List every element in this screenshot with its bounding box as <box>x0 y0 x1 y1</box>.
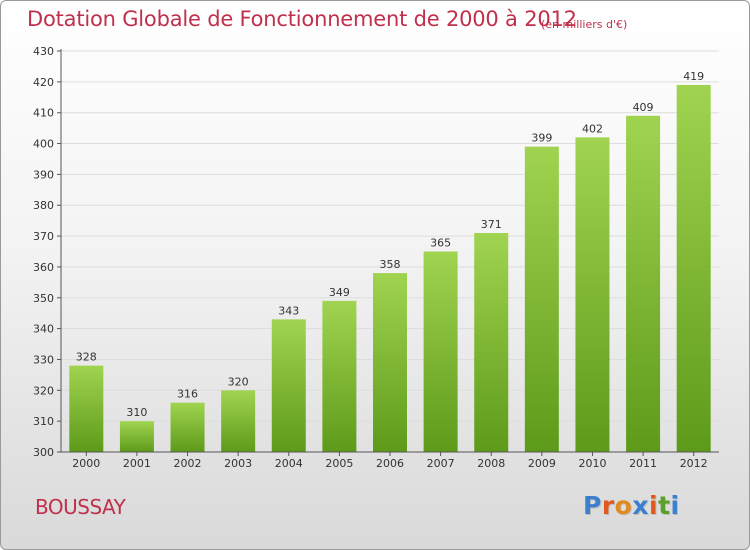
x-tick-label: 2011 <box>629 457 657 470</box>
data-label: 343 <box>278 304 299 317</box>
data-label: 371 <box>481 218 502 231</box>
data-label: 399 <box>531 132 552 145</box>
bar-2005 <box>322 300 357 452</box>
x-tick-label: 2004 <box>275 457 303 470</box>
y-tick-label: 380 <box>33 199 54 212</box>
x-tick-label: 2008 <box>477 457 505 470</box>
bar-2010 <box>575 137 610 452</box>
data-label: 409 <box>633 101 654 114</box>
x-tick-label: 2006 <box>376 457 404 470</box>
y-tick-label: 420 <box>33 76 54 89</box>
y-tick-label: 370 <box>33 230 54 243</box>
bar-2008 <box>474 232 509 452</box>
y-tick-label: 300 <box>33 446 54 459</box>
proxiti-logo: Proxiti <box>583 491 680 520</box>
y-tick-label: 360 <box>33 261 54 274</box>
logo-letter: r <box>601 491 615 520</box>
y-tick-label: 430 <box>33 45 54 58</box>
y-tick-label: 390 <box>33 168 54 181</box>
y-tick-label: 340 <box>33 323 54 336</box>
x-tick-label: 2003 <box>224 457 252 470</box>
y-tick-label: 320 <box>33 384 54 397</box>
x-tick-label: 2009 <box>528 457 556 470</box>
y-tick-label: 310 <box>33 415 54 428</box>
data-label: 365 <box>430 237 451 250</box>
x-tick-label: 2012 <box>680 457 708 470</box>
data-label: 328 <box>76 351 97 364</box>
bar-2003 <box>221 390 256 452</box>
x-tick-label: 2002 <box>174 457 202 470</box>
x-tick-label: 2007 <box>427 457 455 470</box>
chart-title: Dotation Globale de Fonctionnement de 20… <box>27 7 577 31</box>
bar-2009 <box>524 146 559 452</box>
x-tick-label: 2005 <box>325 457 353 470</box>
y-tick-label: 330 <box>33 353 54 366</box>
bar-2000 <box>69 365 104 452</box>
data-label: 419 <box>683 70 704 83</box>
chart-subtitle: (en milliers d'€) <box>541 18 628 31</box>
logo-letter: P <box>583 491 602 520</box>
bar-2012 <box>676 84 711 452</box>
bar-2006 <box>373 273 407 452</box>
commune-name: BOUSSAY <box>35 495 126 519</box>
data-label: 358 <box>380 258 401 271</box>
data-label: 402 <box>582 122 603 135</box>
bar-2011 <box>626 115 661 453</box>
bar-2007 <box>423 251 458 452</box>
bar-2002 <box>170 402 205 452</box>
x-tick-label: 2000 <box>72 457 100 470</box>
logo-letter: x <box>632 491 649 520</box>
x-tick-label: 2001 <box>123 457 151 470</box>
bar-2001 <box>119 421 154 452</box>
data-label: 316 <box>177 388 198 401</box>
x-tick-label: 2010 <box>578 457 606 470</box>
data-label: 310 <box>126 406 147 419</box>
y-tick-label: 410 <box>33 107 54 120</box>
data-label: 349 <box>329 286 350 299</box>
logo-letter: i <box>649 491 659 520</box>
y-tick-label: 350 <box>33 292 54 305</box>
logo-letter: o <box>614 491 633 520</box>
logo-letter: i <box>670 491 680 520</box>
bar-2004 <box>271 319 306 452</box>
y-tick-label: 400 <box>33 138 54 151</box>
data-label: 320 <box>228 375 249 388</box>
logo-letter: t <box>658 491 671 520</box>
